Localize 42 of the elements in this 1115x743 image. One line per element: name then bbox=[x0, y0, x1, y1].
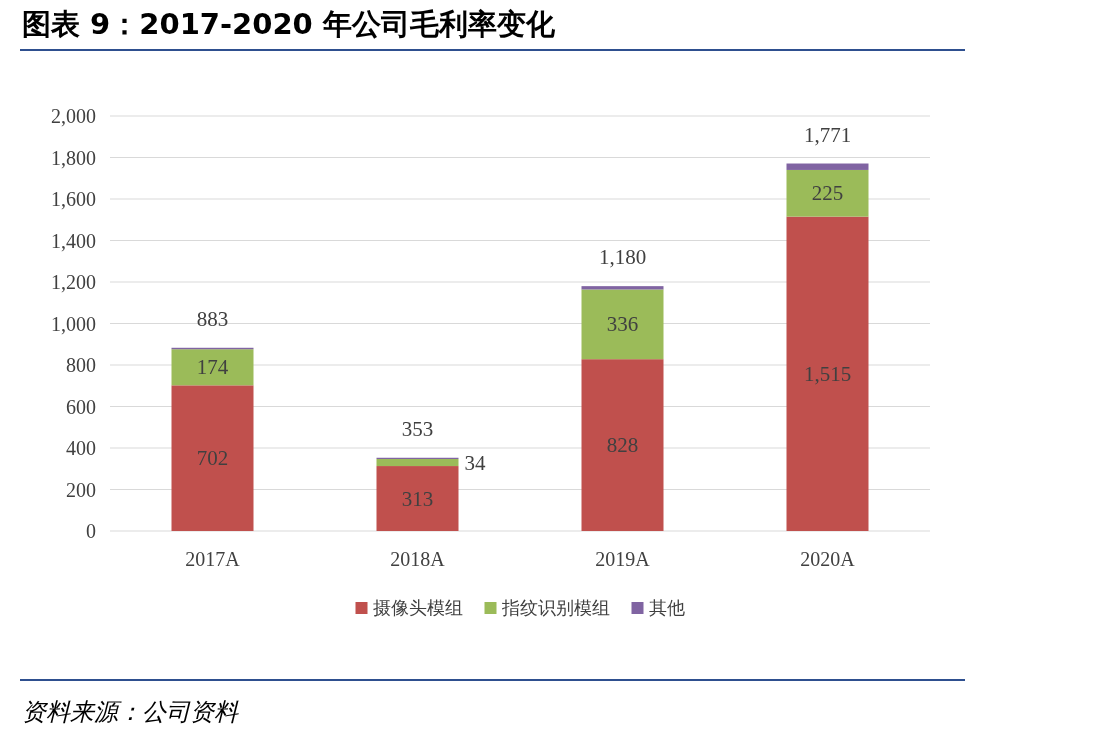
y-tick-label: 200 bbox=[66, 478, 96, 501]
total-label: 883 bbox=[196, 306, 229, 331]
legend-label: 其他 bbox=[648, 597, 685, 618]
y-tick-label: 2,000 bbox=[51, 105, 96, 127]
y-tick-label: 400 bbox=[66, 437, 96, 459]
bar bbox=[171, 349, 254, 386]
y-tick-label: 1,000 bbox=[51, 312, 96, 335]
bar bbox=[786, 163, 869, 170]
x-tick-label: 2019A bbox=[595, 548, 651, 570]
bar bbox=[786, 216, 869, 531]
bar bbox=[786, 169, 869, 217]
x-tick-label: 2020A bbox=[800, 548, 856, 570]
y-tick-label: 1,800 bbox=[51, 146, 96, 169]
y-tick-label: 800 bbox=[66, 354, 96, 376]
data-label: 313 bbox=[401, 486, 434, 511]
legend-label: 摄像头模组 bbox=[372, 597, 463, 618]
bar bbox=[376, 466, 459, 531]
bar bbox=[581, 359, 664, 531]
data-label: 174 bbox=[196, 355, 229, 380]
data-label: 1,515 bbox=[803, 361, 852, 386]
y-tick-label: 1,400 bbox=[51, 229, 96, 252]
data-label: 828 bbox=[606, 433, 639, 458]
bar bbox=[581, 286, 664, 290]
bar bbox=[376, 459, 459, 467]
legend-label: 指纹识别模组 bbox=[500, 597, 610, 618]
total-label: 353 bbox=[401, 416, 434, 441]
y-tick-label: 600 bbox=[66, 395, 96, 418]
data-label: 34 bbox=[464, 450, 486, 475]
data-label: 336 bbox=[606, 312, 639, 337]
text: 资料来源：公司资料 bbox=[22, 698, 239, 726]
x-tick-label: 2017A bbox=[185, 548, 241, 570]
total-label: 1,180 bbox=[598, 245, 647, 270]
data-label: 702 bbox=[196, 446, 229, 471]
bar bbox=[581, 289, 664, 360]
chart-title: 图表 9：2017-2020 年公司毛利率变化 bbox=[22, 7, 556, 41]
y-tick-label: 1,200 bbox=[51, 271, 96, 293]
total-label: 1,771 bbox=[803, 122, 852, 147]
x-tick-label: 2018A bbox=[390, 548, 446, 570]
data-label: 225 bbox=[811, 181, 844, 206]
y-tick-label: 1,600 bbox=[51, 188, 96, 210]
y-tick-label: 0 bbox=[86, 520, 96, 542]
bar bbox=[171, 385, 254, 531]
